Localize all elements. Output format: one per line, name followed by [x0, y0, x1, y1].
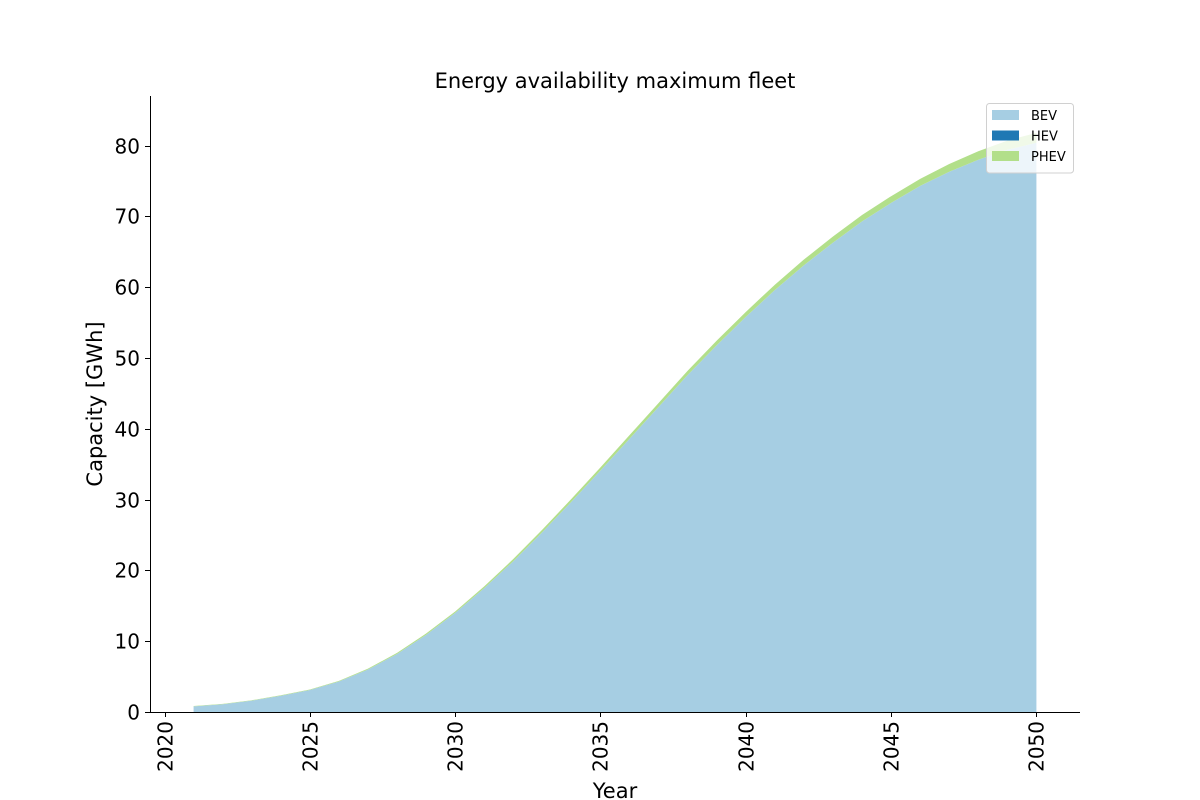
y-tick-label: 60: [115, 276, 140, 300]
y-tick-label: 30: [115, 489, 140, 513]
legend-swatch-phev: [992, 151, 1019, 161]
x-tick-label: 2035: [589, 721, 613, 772]
legend-label-hev: HEV: [1031, 130, 1058, 145]
y-tick-label: 80: [115, 135, 140, 159]
y-tick-label: 0: [127, 701, 140, 725]
y-tick-label: 50: [115, 347, 140, 371]
legend-label-bev: BEV: [1031, 109, 1057, 124]
legend-swatch-bev: [992, 110, 1019, 120]
legend: BEV HEV PHEV: [986, 103, 1074, 174]
legend-swatch-hev: [992, 130, 1019, 141]
y-tick-label: 10: [115, 630, 140, 654]
y-tick-label: 70: [115, 205, 140, 229]
y-tick-label: 20: [115, 559, 140, 583]
area-bev: [193, 142, 1037, 713]
y-ticks: 0 10 20 30 40 50 60 70 80: [115, 135, 150, 725]
chart-title: Energy availability maximum fleet: [435, 69, 796, 93]
x-tick-label: 2050: [1025, 721, 1049, 772]
y-axis-title: Capacity [GWh]: [83, 321, 107, 486]
x-tick-label: 2030: [444, 721, 468, 772]
axes: [150, 96, 1080, 713]
y-tick-label: 40: [115, 418, 140, 442]
x-tick-label: 2025: [299, 721, 323, 772]
x-tick-label: 2040: [735, 721, 759, 772]
x-axis-title: Year: [592, 779, 638, 800]
plot-areas: [193, 132, 1037, 713]
x-tick-label: 2020: [154, 721, 178, 772]
x-tick-label: 2045: [880, 721, 904, 772]
legend-label-phev: PHEV: [1031, 150, 1066, 165]
x-ticks: 2020 2025 2030 2035 2040 2045 2050: [154, 712, 1049, 772]
